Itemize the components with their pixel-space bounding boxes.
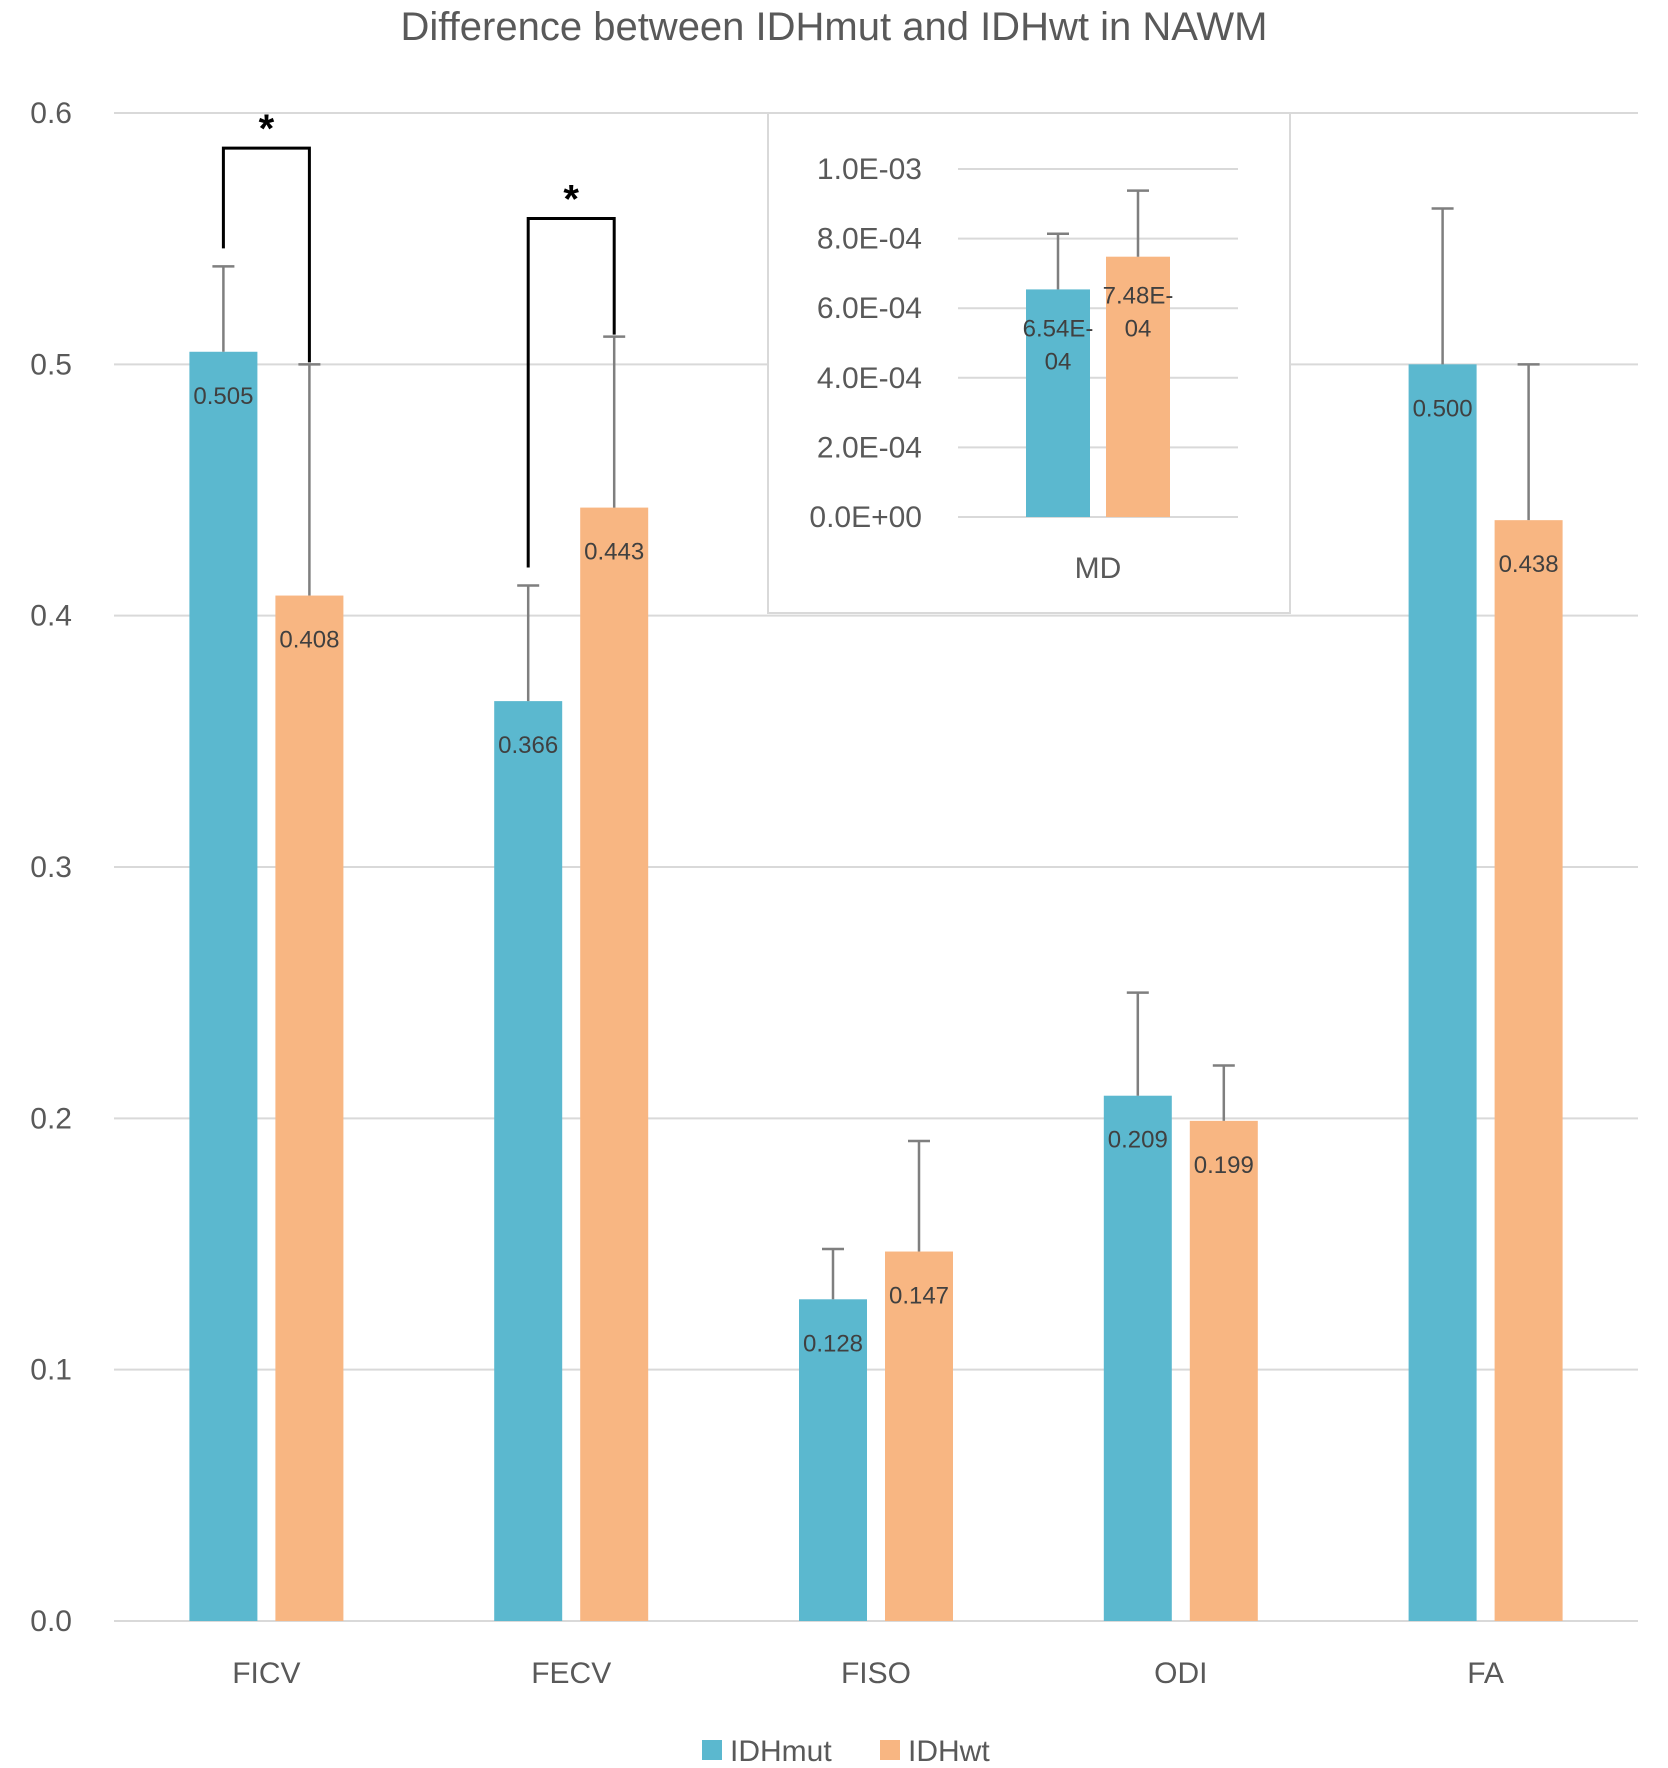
bar-idhwt-odi xyxy=(1189,1120,1258,1621)
significance-star-ficv: * xyxy=(259,107,275,151)
category-label-odi: ODI xyxy=(1154,1657,1207,1690)
legend-swatch-idhmut xyxy=(702,1740,722,1760)
chart-title: Difference between IDHmut and IDHwt in N… xyxy=(401,5,1268,49)
data-label-idhmut-ficv: 0.505 xyxy=(193,383,253,410)
bar-idhmut-fa xyxy=(1408,364,1477,1621)
significance-bracket-fecv xyxy=(526,217,616,568)
y-tick-label-2: 0.2 xyxy=(30,1102,72,1135)
main-y-tick-labels: 0.0 0.1 0.2 0.3 0.4 0.5 0.6 xyxy=(30,97,72,1638)
bar-idhwt-fecv xyxy=(580,507,649,1622)
bar-idhwt-fiso xyxy=(885,1251,953,1621)
main-category-labels: FICV FECV FISO ODI FA xyxy=(232,1657,1504,1690)
main-bars xyxy=(189,351,1563,1622)
legend-label-idhmut: IDHmut xyxy=(730,1735,832,1768)
inset-category-labels: MD xyxy=(1075,552,1122,585)
bar-idhwt-ficv xyxy=(275,595,344,1621)
data-label-idhwt-ficv: 0.408 xyxy=(279,627,339,654)
legend-swatch-idhwt xyxy=(880,1740,900,1760)
legend: IDHmut IDHwt xyxy=(702,1735,990,1768)
significance-star-fecv: * xyxy=(563,178,579,222)
data-label-idhwt-fiso: 0.147 xyxy=(889,1283,949,1310)
inset-y-tick-label-0: 0.0E+00 xyxy=(809,501,922,534)
main-error-bars xyxy=(212,207,1540,1300)
bar-idhmut-odi xyxy=(1103,1095,1172,1621)
category-label-fiso: FISO xyxy=(841,1657,911,1690)
y-tick-label-4: 0.4 xyxy=(30,600,72,633)
inset-data-label-idhwt-md: 7.48E- 04 xyxy=(1103,283,1174,343)
inset-y-tick-label-2: 4.0E-04 xyxy=(817,362,922,395)
inset-bar-idhwt-md xyxy=(1106,256,1170,517)
y-tick-label-0: 0.0 xyxy=(30,1605,72,1638)
legend-label-idhwt: IDHwt xyxy=(908,1735,990,1768)
bar-idhwt-fa xyxy=(1494,520,1563,1622)
data-label-idhwt-fa: 0.438 xyxy=(1499,551,1559,578)
inset-data-labels: 6.54E- 04 7.48E- 04 xyxy=(1023,283,1174,376)
data-label-idhmut-fiso: 0.128 xyxy=(803,1330,863,1357)
inset-data-label-line-0: 6.54E- xyxy=(1023,315,1094,342)
inset-data-label-line-1: 04 xyxy=(1125,316,1152,343)
inset-error-bars xyxy=(1047,189,1149,290)
data-label-idhmut-odi: 0.209 xyxy=(1108,1127,1168,1154)
category-label-fecv: FECV xyxy=(531,1657,611,1690)
md-inset-chart: 0.0E+00 2.0E-04 4.0E-04 6.0E-04 8.0E-04 1.0E-… xyxy=(767,112,1291,614)
inset-bars xyxy=(1026,256,1170,517)
bar-idhmut-ficv xyxy=(189,351,258,1622)
inset-y-tick-labels: 0.0E+00 2.0E-04 4.0E-04 6.0E-04 8.0E-04 1.0E-… xyxy=(809,153,922,534)
bar-idhmut-fiso xyxy=(799,1299,867,1621)
inset-y-tick-label-1: 2.0E-04 xyxy=(817,431,922,464)
significance-bracket-ficv xyxy=(221,146,311,363)
data-label-idhwt-fecv: 0.443 xyxy=(584,539,644,566)
inset-y-tick-label-3: 6.0E-04 xyxy=(817,292,922,325)
significance-markers: ** xyxy=(221,107,616,568)
data-label-idhwt-odi: 0.199 xyxy=(1194,1152,1254,1179)
category-label-fa: FA xyxy=(1467,1657,1504,1690)
inset-y-tick-label-4: 8.0E-04 xyxy=(817,223,922,256)
inset-data-label-idhmut-md: 6.54E- 04 xyxy=(1023,315,1094,375)
inset-data-label-line-0: 7.48E- xyxy=(1103,283,1174,310)
main-data-labels: 0.505 0.408 0.366 0.443 0.128 0.147 0.209 0.199… xyxy=(193,383,1558,1358)
data-label-idhmut-fecv: 0.366 xyxy=(498,732,558,759)
y-tick-label-1: 0.1 xyxy=(30,1354,72,1387)
inset-y-tick-label-5: 1.0E-03 xyxy=(817,153,922,186)
y-tick-label-3: 0.3 xyxy=(30,851,72,884)
inset-gridlines xyxy=(958,168,1238,518)
y-tick-label-5: 0.5 xyxy=(30,348,72,381)
inset-bar-idhmut-md xyxy=(1026,289,1090,517)
y-tick-label-6: 0.6 xyxy=(30,97,72,130)
category-label-ficv: FICV xyxy=(232,1657,300,1690)
inset-category-label-md: MD xyxy=(1075,552,1122,585)
data-label-idhmut-fa: 0.500 xyxy=(1413,395,1473,422)
inset-data-label-line-1: 04 xyxy=(1045,348,1072,375)
bar-idhmut-fecv xyxy=(494,701,563,1621)
